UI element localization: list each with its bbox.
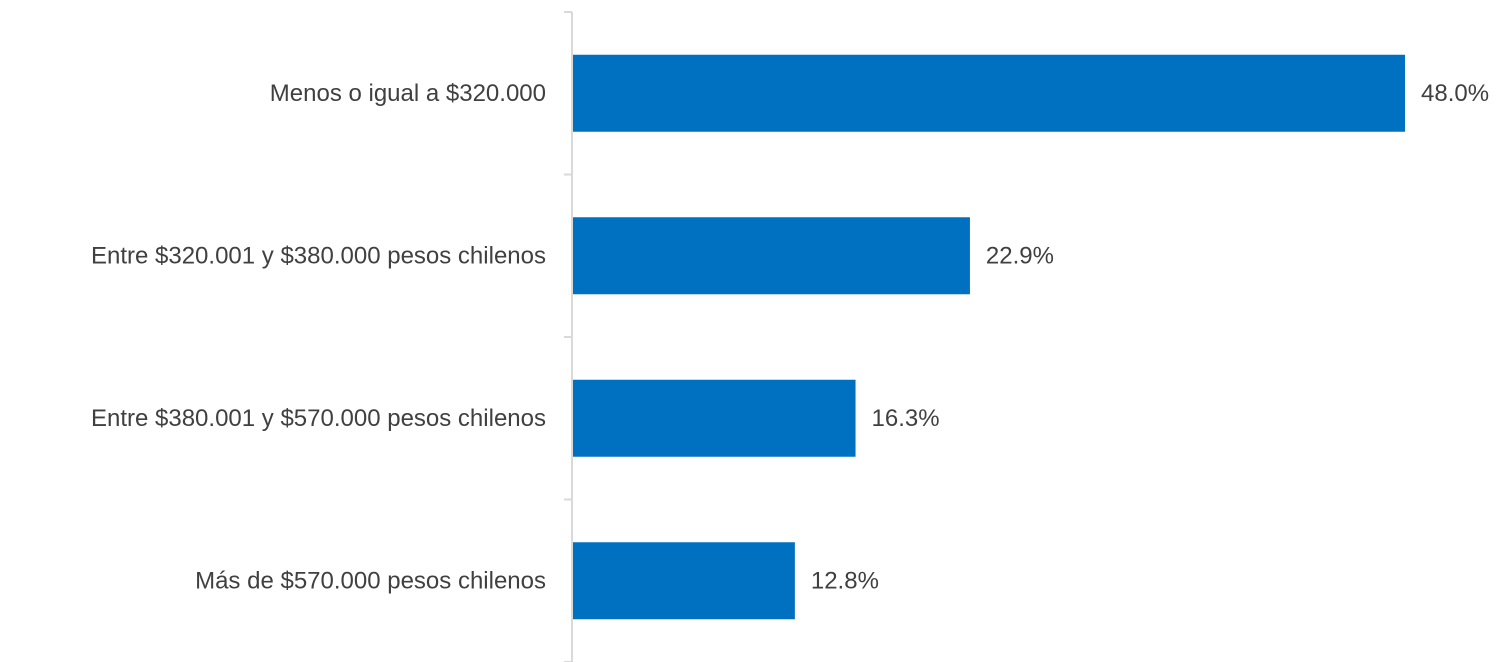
category-label: Entre $380.001 y $570.000 pesos chilenos [91, 405, 546, 432]
category-labels: Menos o igual a $320.000 Entre $320.001 y… [91, 80, 546, 595]
bar [573, 54, 1405, 132]
category-label: Más de $570.000 pesos chilenos [195, 567, 546, 594]
category-axis [564, 11, 573, 662]
bar [573, 542, 795, 620]
bars-group [573, 54, 1405, 620]
category-label: Entre $320.001 y $380.000 pesos chilenos [91, 242, 546, 269]
bar [573, 379, 856, 457]
data-label: 22.9% [986, 242, 1054, 269]
data-label: 12.8% [811, 567, 879, 594]
data-label: 48.0% [1421, 80, 1489, 107]
category-label: Menos o igual a $320.000 [270, 80, 546, 107]
bar [573, 217, 970, 295]
value-labels: 48.0% 22.9% 16.3% 12.8% [811, 80, 1489, 595]
data-label: 16.3% [872, 405, 940, 432]
